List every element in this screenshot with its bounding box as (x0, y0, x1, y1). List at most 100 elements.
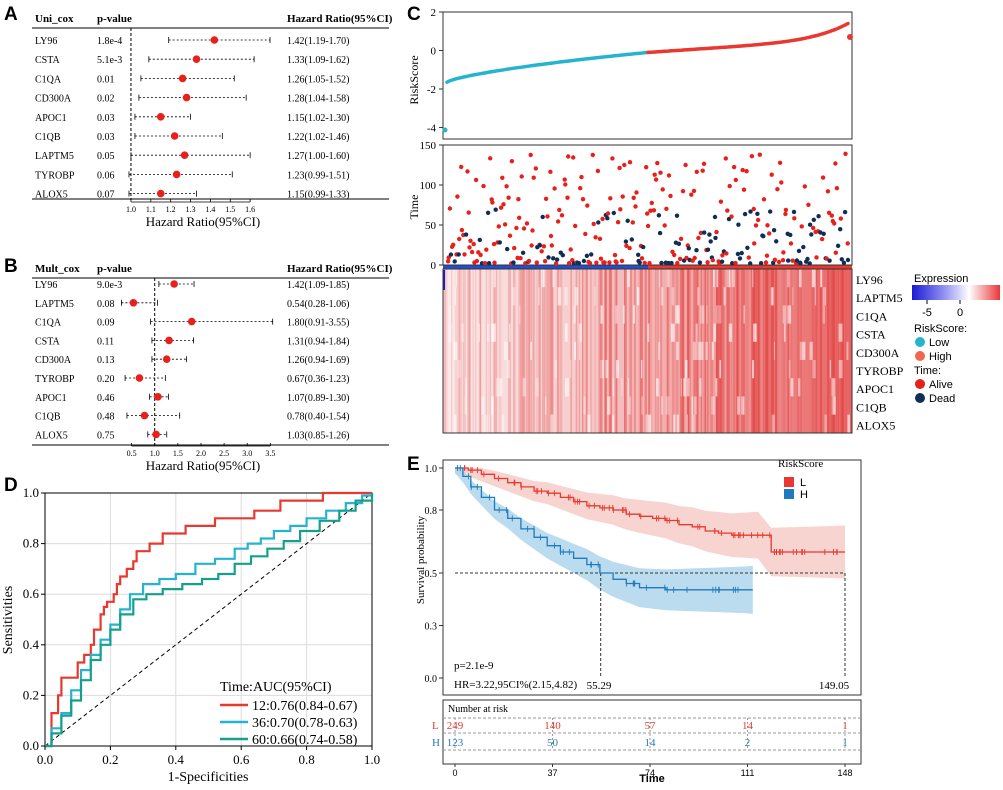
heatmap-cell (587, 414, 591, 433)
alive-point (781, 250, 786, 255)
roc-diagonal (44, 492, 373, 747)
forest-a-hr-label: 1.15(1.02-1.30) (287, 113, 350, 124)
dead-point (656, 213, 662, 218)
alive-point (666, 173, 672, 178)
heatmap-stripe (609, 269, 612, 433)
risk-y-tick-label: 2 (431, 7, 437, 19)
risk-score-panel: RiskScore 2 0 -2 -4 Time 150 100 50 0 LY96 LAPT… (407, 7, 1000, 434)
alive-point (672, 252, 677, 258)
alive-point (777, 160, 783, 165)
heatmap-cell (570, 360, 572, 379)
alive-point (733, 177, 738, 183)
dead-point (540, 214, 545, 220)
alive-point (496, 224, 501, 229)
alive-point (658, 170, 663, 175)
forest-b-hr-point (135, 374, 144, 382)
heatmap-cell (846, 341, 849, 360)
heatmap-stripe (816, 269, 818, 433)
heatmap-cell (716, 305, 718, 324)
heatmap-cell (695, 323, 698, 342)
alive-point (763, 260, 769, 265)
heatmap-cell (509, 323, 511, 342)
heatmap-cell (626, 269, 630, 288)
heatmap-cell (550, 414, 554, 433)
alive-point (468, 238, 473, 243)
heatmap-cell (633, 305, 636, 324)
legend-high-label: High (929, 351, 952, 363)
heatmap-cell (541, 269, 544, 288)
legend-dead-label: Dead (929, 393, 955, 405)
forest-a-x-tick-label: 1.1 (146, 205, 156, 214)
alive-point (490, 200, 495, 205)
risk-table-h-count: 123 (447, 737, 464, 749)
heatmap-cell (683, 378, 686, 397)
alive-point (832, 221, 837, 226)
heatmap-cell (478, 323, 480, 342)
heatmap-stripe (731, 269, 733, 433)
forest-b-xlabel: Hazard Ratio(95%CI) (146, 458, 260, 473)
heatmap-cell (797, 378, 801, 397)
alive-point (552, 186, 557, 191)
forest-b-hr-label: 1.26(0.94-1.69) (287, 355, 350, 366)
alive-point (471, 241, 476, 247)
dead-point (463, 232, 469, 237)
alive-point (776, 259, 782, 265)
alive-point (565, 195, 570, 200)
heatmap-stripe (542, 269, 544, 433)
heatmap-stripe (819, 269, 822, 433)
heatmap-cell (711, 341, 714, 360)
forest-b-row: C1QA 0.09 1.80(0.91-3.55) (35, 318, 350, 329)
heatmap-cell (713, 269, 715, 288)
heatmap-cell (731, 269, 735, 288)
alive-point (498, 205, 504, 210)
heatmap-stripe (845, 269, 847, 433)
heatmap-cell (504, 341, 508, 360)
heatmap-stripe (507, 269, 509, 433)
alive-point (518, 256, 523, 261)
heatmap-stripe (443, 269, 446, 433)
heatmap-stripe (762, 269, 764, 433)
heatmap-cell (671, 287, 675, 306)
heatmap-stripe (756, 269, 759, 433)
heatmap-cell (461, 323, 464, 342)
alive-point (757, 152, 762, 157)
dead-point (546, 255, 551, 260)
alive-point (780, 258, 786, 263)
alive-point (590, 152, 595, 158)
forest-a-pvalue: 0.03 (97, 132, 115, 143)
dead-point (827, 258, 832, 263)
roc-legend-entry: 12:0.76(0.84-0.67) (252, 699, 358, 714)
forest-b-row: APOC1 0.46 1.07(0.89-1.30) (35, 393, 350, 404)
panel-label-c: C (407, 4, 421, 25)
dead-point (697, 260, 703, 265)
forest-plot-uni-cox: Uni_cox p-value Hazard Ratio(95%CI) LY96… (32, 13, 393, 229)
heatmap-cell (685, 360, 688, 379)
dead-point (485, 210, 491, 215)
heatmap-cell (831, 378, 836, 397)
forest-b-x-tick-label: 1.0 (150, 449, 160, 458)
heatmap-cell (666, 269, 670, 288)
heatmap-stripe (468, 269, 470, 433)
heatmap-cell (622, 305, 625, 324)
alive-point (578, 186, 583, 191)
alive-point (838, 216, 843, 221)
heatmap-stripe (486, 269, 488, 433)
heatmap-stripe (528, 269, 531, 433)
alive-point (566, 154, 571, 159)
dead-point (477, 237, 482, 243)
heatmap-cell (658, 341, 661, 360)
dead-point (694, 248, 699, 253)
heatmap-stripe (628, 269, 630, 433)
dead-point (719, 259, 725, 264)
heatmap-cell (770, 287, 774, 306)
heatmap-stripe (624, 269, 627, 433)
heatmap-cell (665, 396, 670, 415)
forest-a-x-tick-label: 1.6 (245, 205, 255, 214)
heatmap-stripe (445, 269, 448, 433)
heatmap-stripe (463, 269, 466, 433)
heatmap-stripe (558, 269, 562, 433)
heatmap-stripe (645, 269, 647, 433)
heatmap-cell (728, 323, 733, 342)
heatmap-cell (675, 305, 679, 324)
forest-b-gene-label: LAPTM5 (35, 299, 74, 310)
